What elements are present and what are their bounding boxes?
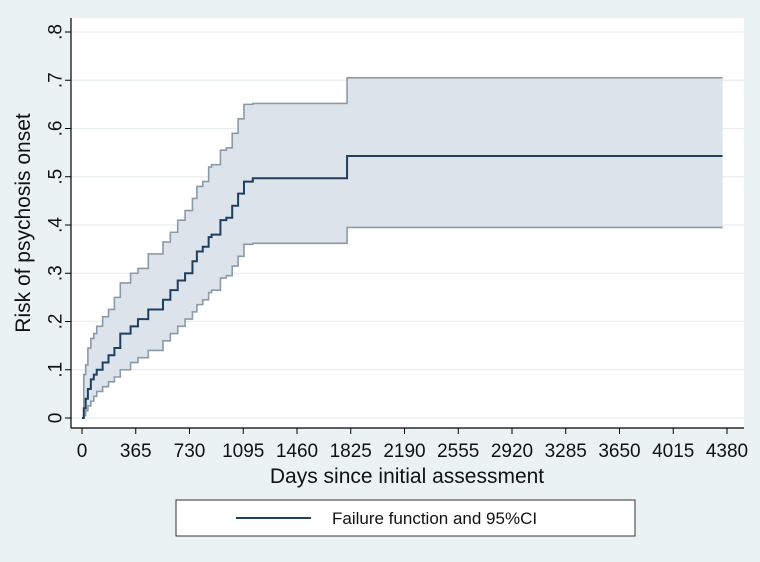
x-tick-label: 4380 <box>706 441 748 462</box>
y-tick-label: 0 <box>46 413 67 424</box>
y-axis-title: Risk of psychosis onset <box>12 113 35 333</box>
x-tick-label: 1460 <box>276 441 318 462</box>
y-tick-label: .3 <box>46 265 67 281</box>
x-tick-label: 2190 <box>383 441 425 462</box>
x-tick-label: 1095 <box>222 441 264 462</box>
y-tick-label: .4 <box>46 217 67 233</box>
y-tick-label: .1 <box>46 362 67 378</box>
x-tick-label: 4015 <box>652 441 694 462</box>
y-tick-label: .5 <box>46 169 67 185</box>
y-tick-label: .8 <box>46 24 67 40</box>
legend-label: Failure function and 95%CI <box>332 509 537 528</box>
x-tick-label: 0 <box>77 441 88 462</box>
x-tick-label: 2555 <box>437 441 479 462</box>
x-tick-label: 730 <box>174 441 206 462</box>
y-tick-label: .7 <box>46 72 67 88</box>
x-tick-label: 3285 <box>545 441 587 462</box>
x-axis-title: Days since initial assessment <box>270 465 544 488</box>
y-tick-label: .2 <box>46 314 67 330</box>
x-tick-label: 2920 <box>491 441 533 462</box>
legend: Failure function and 95%CI <box>176 500 635 536</box>
x-tick-label: 1825 <box>330 441 372 462</box>
x-tick-label: 365 <box>120 441 152 462</box>
x-tick-label: 3650 <box>598 441 640 462</box>
y-tick-label: .6 <box>46 121 67 137</box>
